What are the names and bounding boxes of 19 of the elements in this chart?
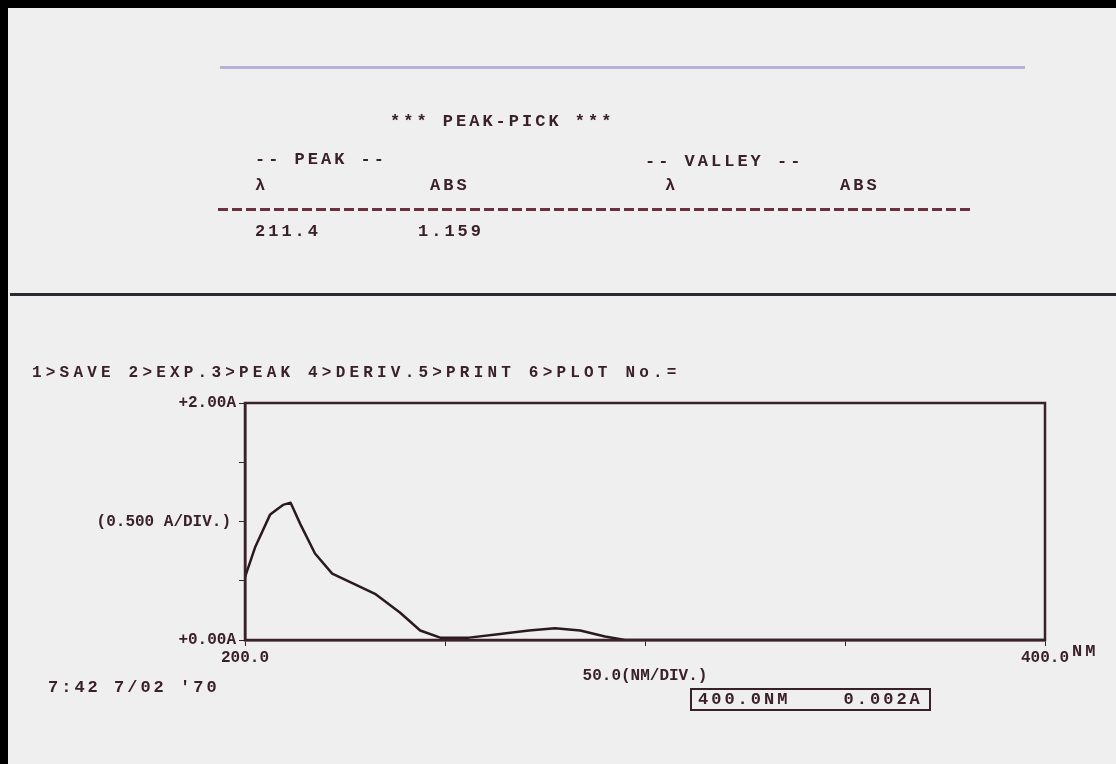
text: 400.0NM 0.002A bbox=[690, 688, 931, 711]
chart-title: *** PEAK-PICK *** bbox=[390, 112, 615, 131]
text: ABS bbox=[430, 176, 470, 195]
y-tick-label: +0.00A bbox=[178, 631, 237, 650]
text: 1.159 bbox=[418, 222, 485, 241]
x-axis-title: 50.0(NM/DIV.) bbox=[582, 667, 708, 686]
text: λ bbox=[255, 176, 269, 195]
y-tick-label: +2.00A bbox=[178, 394, 237, 413]
text: λ bbox=[665, 176, 679, 195]
text: 7:42 7/02 '70 bbox=[48, 678, 220, 697]
x-tick-label: 200.0 bbox=[220, 648, 270, 667]
text: NM bbox=[1072, 642, 1099, 661]
text: 1>SAVE 2>EXP.3>PEAK 4>DERIV.5>PRINT 6>PLOT No.= bbox=[32, 364, 681, 382]
text: ABS bbox=[840, 176, 880, 195]
text: -- PEAK -- bbox=[255, 150, 388, 169]
y-axis-title: (0.500 A/DIV.) bbox=[96, 512, 231, 531]
text: 211.4 bbox=[255, 222, 322, 241]
text: -- VALLEY -- bbox=[645, 152, 804, 171]
x-tick-label: 400.0 bbox=[1020, 648, 1070, 667]
